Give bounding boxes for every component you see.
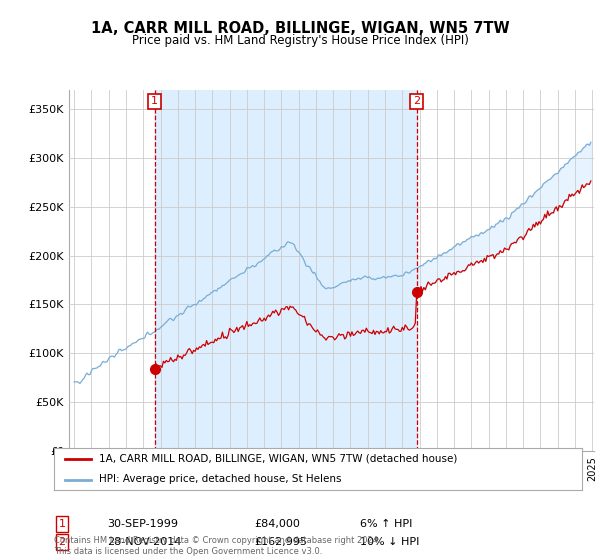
Text: 2: 2: [58, 537, 65, 547]
Text: 1A, CARR MILL ROAD, BILLINGE, WIGAN, WN5 7TW (detached house): 1A, CARR MILL ROAD, BILLINGE, WIGAN, WN5…: [99, 454, 457, 464]
Text: 1: 1: [151, 96, 158, 106]
Text: £162,995: £162,995: [254, 537, 308, 547]
Text: HPI: Average price, detached house, St Helens: HPI: Average price, detached house, St H…: [99, 474, 341, 484]
Text: Contains HM Land Registry data © Crown copyright and database right 2024.
This d: Contains HM Land Registry data © Crown c…: [54, 536, 380, 556]
Text: 1: 1: [58, 519, 65, 529]
Text: 28-NOV-2014: 28-NOV-2014: [107, 537, 181, 547]
Text: 2: 2: [413, 96, 420, 106]
Text: 6% ↑ HPI: 6% ↑ HPI: [360, 519, 413, 529]
Text: 1A, CARR MILL ROAD, BILLINGE, WIGAN, WN5 7TW: 1A, CARR MILL ROAD, BILLINGE, WIGAN, WN5…: [91, 21, 509, 36]
Text: 30-SEP-1999: 30-SEP-1999: [107, 519, 178, 529]
Text: 10% ↓ HPI: 10% ↓ HPI: [360, 537, 419, 547]
Text: Price paid vs. HM Land Registry's House Price Index (HPI): Price paid vs. HM Land Registry's House …: [131, 34, 469, 46]
Text: £84,000: £84,000: [254, 519, 301, 529]
Bar: [155, 90, 416, 451]
